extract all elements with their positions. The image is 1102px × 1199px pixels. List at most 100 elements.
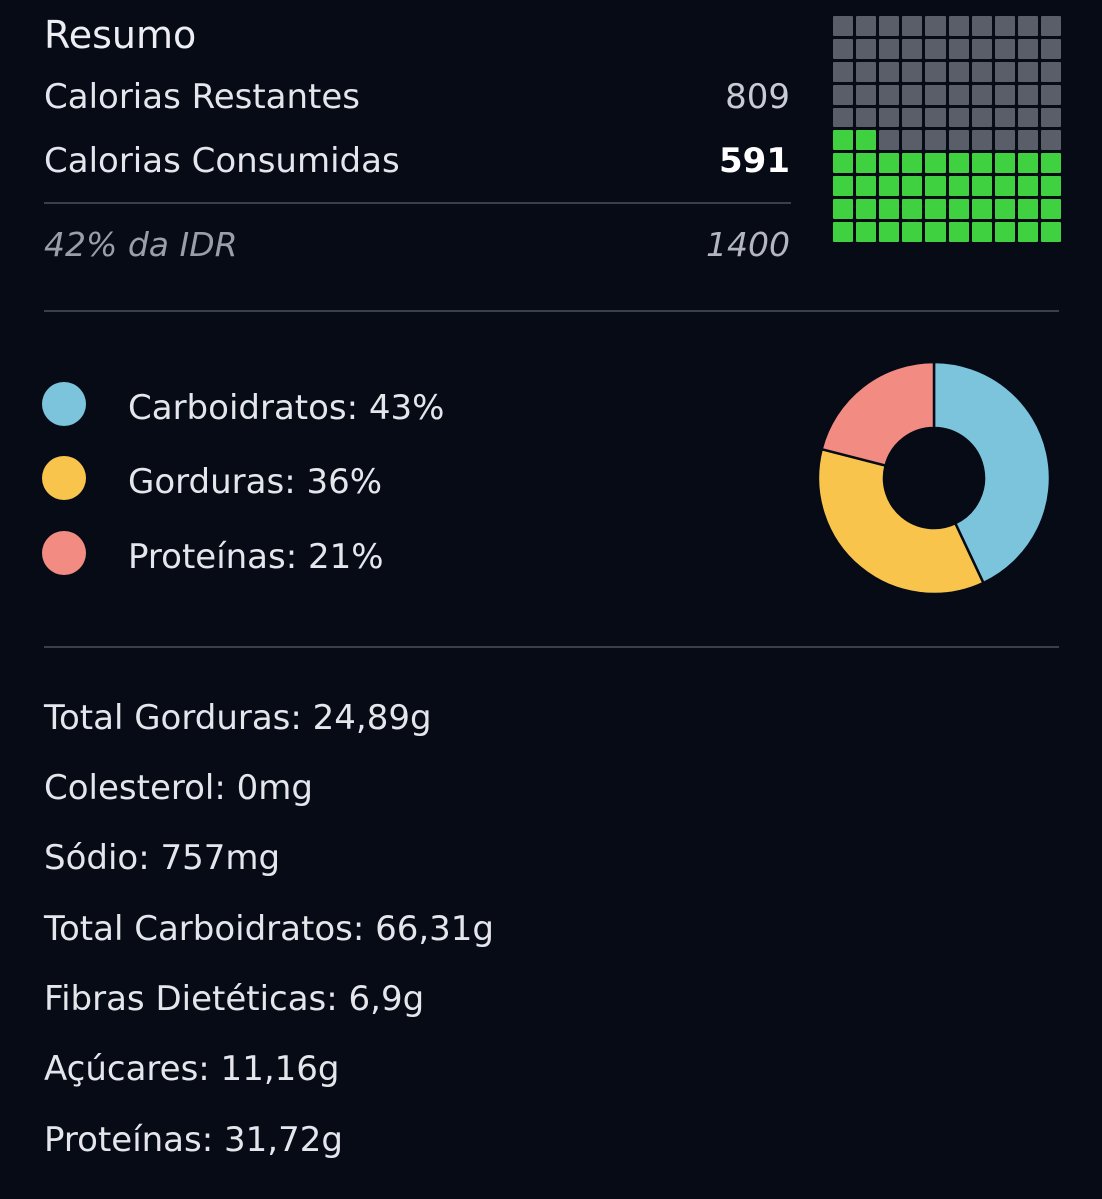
waffle-cell-empty <box>1017 130 1038 151</box>
waffle-cell-filled <box>902 199 923 220</box>
waffle-cell-empty <box>994 107 1015 128</box>
waffle-cell-filled <box>833 130 854 151</box>
waffle-cell-empty <box>971 16 992 36</box>
idr-total-value: 1400 <box>706 225 790 264</box>
nutrient-total-fat: Total Gorduras: 24,89g <box>44 698 432 738</box>
waffle-cell-filled <box>833 199 854 220</box>
waffle-cell-empty <box>925 107 946 128</box>
remaining-calories-label: Calorias Restantes <box>44 77 361 117</box>
waffle-cell-empty <box>948 130 969 151</box>
section-divider-2 <box>44 646 1059 648</box>
waffle-cell-empty <box>948 61 969 82</box>
summary-divider <box>44 202 791 204</box>
waffle-cell-empty <box>856 84 877 105</box>
waffle-cell-empty <box>948 16 969 36</box>
waffle-cell-empty <box>994 38 1015 59</box>
nutrient-total-carbs: Total Carboidratos: 66,31g <box>44 909 495 949</box>
donut-slice-proteins <box>820 360 936 468</box>
waffle-cell-empty <box>948 84 969 105</box>
waffle-cell-empty <box>833 61 854 82</box>
waffle-cell-empty <box>925 130 946 151</box>
waffle-cell-filled <box>879 222 900 242</box>
waffle-cell-empty <box>833 84 854 105</box>
waffle-cell-filled <box>1040 153 1061 174</box>
waffle-cell-empty <box>925 38 946 59</box>
waffle-cell-empty <box>994 16 1015 36</box>
waffle-cell-empty <box>971 130 992 151</box>
waffle-cell-filled <box>879 176 900 197</box>
waffle-cell-filled <box>856 176 877 197</box>
waffle-cell-filled <box>879 153 900 174</box>
waffle-cell-empty <box>994 84 1015 105</box>
waffle-cell-filled <box>948 199 969 220</box>
waffle-cell-filled <box>902 176 923 197</box>
waffle-cell-filled <box>1040 176 1061 197</box>
waffle-cell-empty <box>902 84 923 105</box>
legend-label-fats: Gorduras: 36% <box>128 462 383 502</box>
waffle-cell-empty <box>1017 107 1038 128</box>
waffle-cell-empty <box>833 107 854 128</box>
waffle-cell-empty <box>879 84 900 105</box>
waffle-cell-filled <box>925 153 946 174</box>
waffle-cell-empty <box>902 130 923 151</box>
waffle-cell-empty <box>856 16 877 36</box>
waffle-cell-filled <box>879 199 900 220</box>
waffle-cell-empty <box>902 38 923 59</box>
waffle-cell-empty <box>1017 16 1038 36</box>
waffle-cell-empty <box>925 61 946 82</box>
waffle-cell-empty <box>1040 107 1061 128</box>
waffle-cell-empty <box>971 61 992 82</box>
waffle-cell-empty <box>879 38 900 59</box>
waffle-cell-filled <box>1017 176 1038 197</box>
waffle-cell-filled <box>971 222 992 242</box>
legend-dot-carbs <box>42 382 86 426</box>
waffle-cell-empty <box>971 107 992 128</box>
waffle-cell-empty <box>1040 38 1061 59</box>
waffle-cell-filled <box>1040 222 1061 242</box>
waffle-cell-empty <box>856 107 877 128</box>
waffle-cell-empty <box>856 61 877 82</box>
waffle-cell-filled <box>1017 199 1038 220</box>
waffle-cell-empty <box>948 107 969 128</box>
waffle-cell-empty <box>994 130 1015 151</box>
waffle-cell-empty <box>902 61 923 82</box>
section-divider-1 <box>44 310 1059 312</box>
waffle-cell-filled <box>948 153 969 174</box>
calorie-waffle-chart <box>833 16 1061 242</box>
waffle-cell-filled <box>925 176 946 197</box>
nutrient-sodium: Sódio: 757mg <box>44 838 281 878</box>
waffle-cell-empty <box>1040 61 1061 82</box>
idr-percent-label: 42% da IDR <box>44 225 238 264</box>
waffle-cell-filled <box>971 176 992 197</box>
waffle-cell-empty <box>925 84 946 105</box>
waffle-cell-filled <box>948 176 969 197</box>
waffle-cell-filled <box>833 153 854 174</box>
waffle-cell-empty <box>1017 61 1038 82</box>
waffle-cell-empty <box>1040 130 1061 151</box>
waffle-cell-empty <box>994 61 1015 82</box>
remaining-calories-value: 809 <box>725 77 790 117</box>
waffle-cell-empty <box>879 130 900 151</box>
waffle-cell-empty <box>1017 84 1038 105</box>
waffle-cell-empty <box>833 38 854 59</box>
waffle-cell-empty <box>1017 38 1038 59</box>
waffle-cell-filled <box>856 199 877 220</box>
waffle-cell-filled <box>856 222 877 242</box>
waffle-cell-empty <box>1040 84 1061 105</box>
legend-label-proteins: Proteínas: 21% <box>128 537 384 577</box>
waffle-cell-filled <box>1017 222 1038 242</box>
macro-donut-chart <box>816 360 1052 596</box>
donut-slice-fats <box>816 447 986 596</box>
waffle-cell-filled <box>1017 153 1038 174</box>
waffle-cell-filled <box>971 153 992 174</box>
waffle-cell-filled <box>925 199 946 220</box>
waffle-cell-filled <box>856 153 877 174</box>
waffle-cell-filled <box>994 176 1015 197</box>
nutrient-proteins: Proteínas: 31,72g <box>44 1120 343 1160</box>
waffle-cell-filled <box>948 222 969 242</box>
nutrient-sugars: Açúcares: 11,16g <box>44 1049 340 1089</box>
waffle-cell-filled <box>994 153 1015 174</box>
summary-title: Resumo <box>44 13 197 57</box>
waffle-cell-filled <box>994 199 1015 220</box>
waffle-cell-empty <box>902 16 923 36</box>
